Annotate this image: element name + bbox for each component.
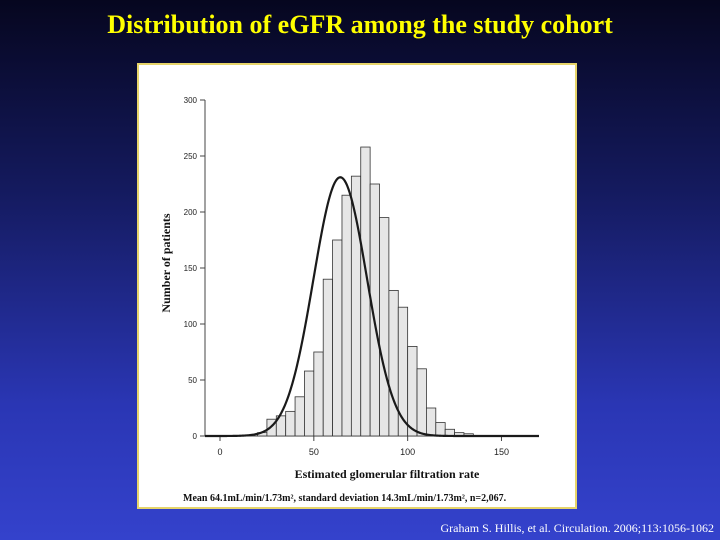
histogram-bar (313, 351, 324, 437)
y-tick-label: 150 (184, 264, 198, 273)
normal-curve (205, 176, 539, 438)
histogram-chart: 0 50 100 150 200 250 300 0 50 100 150 Estimated gl… (159, 96, 539, 504)
x-tick-label: 150 (494, 447, 509, 457)
y-tick-label: 100 (184, 320, 198, 329)
x-tick-label: 0 (218, 447, 223, 457)
histogram-bar (416, 368, 427, 437)
x-tick-label: 100 (400, 447, 415, 457)
y-axis-label: Number of patients (159, 213, 173, 312)
histogram-bars (257, 146, 474, 437)
x-tick-label: 50 (309, 447, 319, 457)
x-axis-label: Estimated glomerular filtration rate (295, 467, 480, 481)
histogram-bar (304, 370, 315, 437)
chart-panel: 0 50 100 150 200 250 300 0 50 100 150 Estimated gl… (137, 63, 577, 509)
histogram-bar (341, 194, 352, 437)
y-tick-label: 50 (188, 376, 197, 385)
histogram-bar (397, 306, 409, 437)
slide-title: Distribution of eGFR among the study coh… (107, 10, 613, 39)
citation: Graham S. Hillis, et al. Circulation. 20… (440, 521, 714, 535)
y-tick-label: 300 (184, 96, 198, 105)
y-tick-label: 0 (193, 432, 198, 441)
chart-caption: Mean 64.1mL/min/1.73m², standard deviati… (183, 493, 507, 504)
histogram-bar (435, 422, 446, 437)
histogram-bar (379, 217, 390, 437)
y-tick-label: 200 (184, 208, 198, 217)
histogram-bar (426, 407, 437, 437)
histogram-bar (388, 289, 399, 437)
histogram-bar (322, 278, 333, 437)
histogram-bar (407, 345, 418, 437)
y-tick-label: 250 (184, 152, 198, 161)
histogram-bar (285, 410, 296, 437)
histogram-bar (332, 239, 343, 437)
histogram-bar (294, 396, 305, 437)
